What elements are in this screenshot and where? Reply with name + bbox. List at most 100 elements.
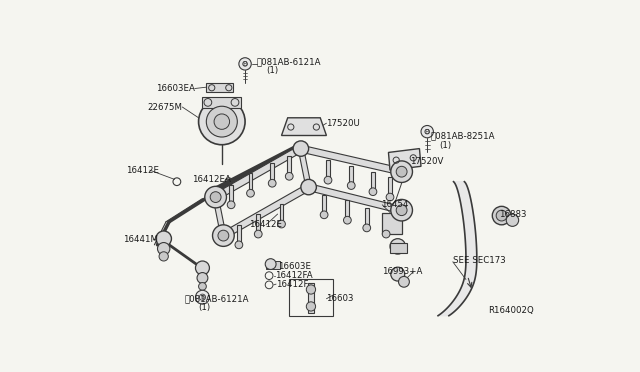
Polygon shape xyxy=(388,177,392,197)
Circle shape xyxy=(344,217,351,224)
Polygon shape xyxy=(282,118,326,135)
Circle shape xyxy=(205,186,227,208)
Text: SEE SEC173: SEE SEC173 xyxy=(452,256,506,265)
Polygon shape xyxy=(270,163,274,183)
Circle shape xyxy=(195,290,209,304)
Circle shape xyxy=(159,252,168,261)
Circle shape xyxy=(210,192,221,202)
Circle shape xyxy=(198,99,245,145)
Bar xyxy=(390,243,407,253)
Text: 17520U: 17520U xyxy=(326,119,360,128)
Text: 22675M: 22675M xyxy=(147,103,182,112)
Text: B: B xyxy=(200,295,205,300)
Polygon shape xyxy=(308,283,314,312)
Circle shape xyxy=(386,193,394,201)
Polygon shape xyxy=(256,214,260,234)
Circle shape xyxy=(382,230,390,238)
Bar xyxy=(289,279,333,317)
Circle shape xyxy=(285,173,293,180)
Circle shape xyxy=(218,230,229,241)
Polygon shape xyxy=(384,214,388,234)
Circle shape xyxy=(307,285,316,294)
Bar xyxy=(266,261,280,269)
Polygon shape xyxy=(298,148,311,187)
Polygon shape xyxy=(300,145,403,175)
Text: 16412EA: 16412EA xyxy=(193,175,231,184)
Circle shape xyxy=(390,239,406,254)
Circle shape xyxy=(391,199,412,221)
Polygon shape xyxy=(248,173,252,193)
Text: 16603: 16603 xyxy=(326,294,354,303)
Circle shape xyxy=(254,230,262,238)
Polygon shape xyxy=(322,195,326,215)
Circle shape xyxy=(391,267,404,281)
Circle shape xyxy=(214,114,230,129)
Circle shape xyxy=(492,206,511,225)
Polygon shape xyxy=(229,185,233,205)
Text: 16412F: 16412F xyxy=(276,280,308,289)
Circle shape xyxy=(206,106,237,137)
Text: Ⓑ081AB-6121A: Ⓑ081AB-6121A xyxy=(184,294,249,303)
Circle shape xyxy=(363,224,371,232)
Circle shape xyxy=(278,220,285,228)
Polygon shape xyxy=(365,208,369,228)
Polygon shape xyxy=(287,156,291,176)
Circle shape xyxy=(195,261,209,275)
Polygon shape xyxy=(388,148,421,170)
Circle shape xyxy=(235,241,243,249)
Circle shape xyxy=(496,210,507,221)
Text: R164002Q: R164002Q xyxy=(488,306,534,315)
Circle shape xyxy=(212,225,234,246)
Polygon shape xyxy=(280,204,284,224)
Text: (1): (1) xyxy=(266,66,278,75)
Text: 16993+A: 16993+A xyxy=(382,267,422,276)
Text: Ⓑ081AB-6121A: Ⓑ081AB-6121A xyxy=(257,57,321,66)
Polygon shape xyxy=(346,200,349,220)
Text: B: B xyxy=(425,129,429,135)
Circle shape xyxy=(301,179,316,195)
Circle shape xyxy=(399,276,410,287)
Polygon shape xyxy=(221,184,310,238)
Circle shape xyxy=(307,302,316,311)
Circle shape xyxy=(268,179,276,187)
Polygon shape xyxy=(371,172,375,192)
Circle shape xyxy=(197,273,208,283)
Circle shape xyxy=(506,214,518,226)
Text: Ⓑ081AB-8251A: Ⓑ081AB-8251A xyxy=(430,132,495,141)
Polygon shape xyxy=(213,196,226,236)
Text: B: B xyxy=(243,61,248,67)
Circle shape xyxy=(396,166,407,177)
Circle shape xyxy=(396,205,407,216)
Text: 16441M: 16441M xyxy=(123,235,157,244)
Text: 16412E: 16412E xyxy=(127,166,159,174)
Circle shape xyxy=(157,243,170,255)
Text: 16412E: 16412E xyxy=(249,220,282,229)
Circle shape xyxy=(348,182,355,189)
Polygon shape xyxy=(438,182,477,316)
Text: (1): (1) xyxy=(439,141,451,150)
Circle shape xyxy=(156,231,172,246)
Circle shape xyxy=(198,283,206,290)
Circle shape xyxy=(246,189,254,197)
Text: 16883: 16883 xyxy=(499,209,527,218)
Polygon shape xyxy=(214,145,303,200)
Polygon shape xyxy=(237,225,241,245)
Circle shape xyxy=(391,161,412,183)
Text: 16412FA: 16412FA xyxy=(275,271,312,280)
Circle shape xyxy=(320,211,328,219)
Polygon shape xyxy=(349,166,353,186)
Circle shape xyxy=(265,259,276,269)
Text: 17520V: 17520V xyxy=(410,157,444,166)
Circle shape xyxy=(369,188,377,196)
Bar xyxy=(202,97,241,108)
Text: (1): (1) xyxy=(198,304,210,312)
Circle shape xyxy=(227,201,235,209)
Circle shape xyxy=(421,125,433,138)
Circle shape xyxy=(324,176,332,184)
Polygon shape xyxy=(308,184,403,214)
Text: 16603EA: 16603EA xyxy=(156,84,195,93)
Polygon shape xyxy=(326,160,330,180)
Bar xyxy=(206,83,234,92)
Circle shape xyxy=(293,141,308,156)
Text: 16454: 16454 xyxy=(381,200,408,209)
